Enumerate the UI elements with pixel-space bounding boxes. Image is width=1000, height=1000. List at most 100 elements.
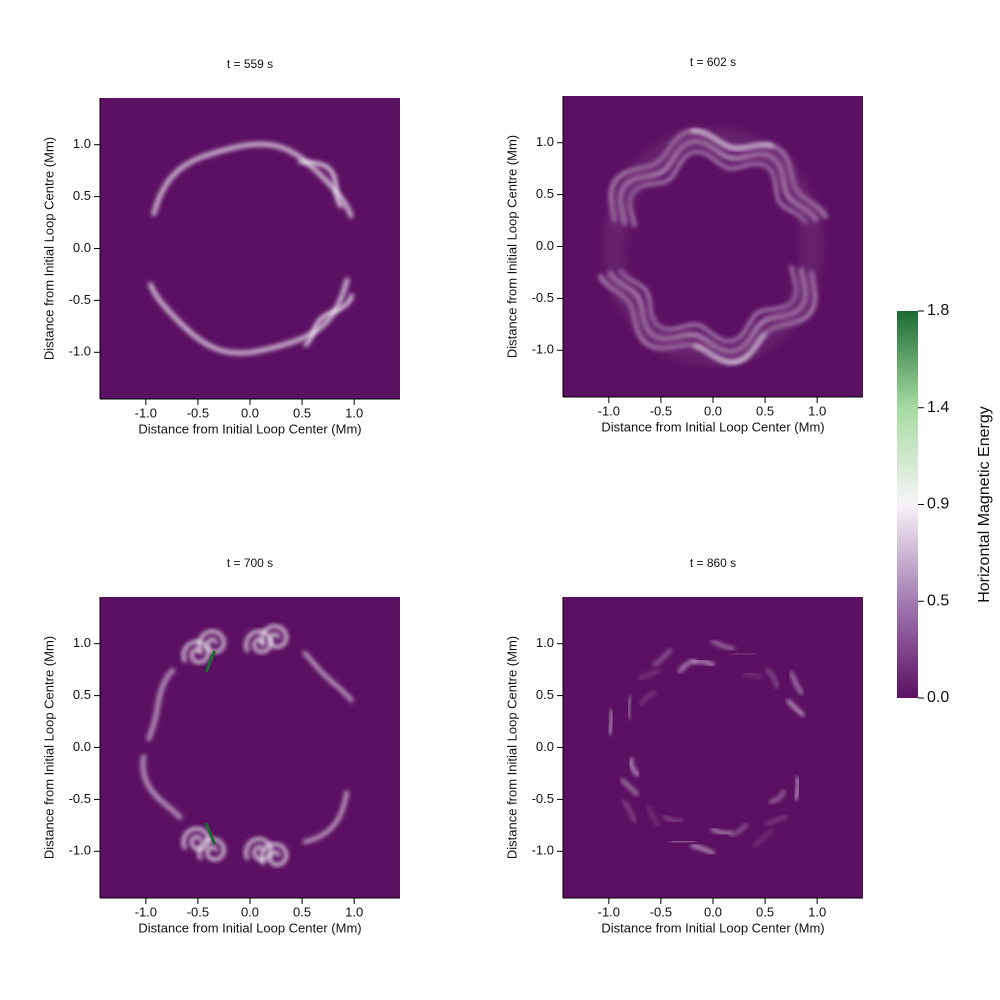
field-filament bbox=[729, 822, 748, 837]
field-filament bbox=[637, 668, 661, 681]
x-tick-label: -0.5 bbox=[650, 403, 672, 418]
y-tick-label: 1.0 bbox=[73, 136, 91, 151]
y-axis-label: Distance from Initial Loop Centre (Mm) bbox=[504, 135, 519, 358]
plot-area bbox=[100, 98, 400, 399]
field bbox=[140, 624, 354, 867]
chart-title: t = 860 s bbox=[690, 556, 736, 570]
x-axis-label: Distance from Initial Loop Center (Mm) bbox=[601, 920, 824, 935]
x-tick-label: 1.0 bbox=[808, 403, 826, 418]
field-filament bbox=[303, 293, 354, 347]
x-tick-label: -1.0 bbox=[135, 405, 157, 420]
y-axis-label: Distance from Initial Loop Centre (Mm) bbox=[41, 636, 56, 859]
field-filament bbox=[789, 671, 804, 695]
y-tick-label: -1.0 bbox=[532, 843, 554, 858]
field-peak bbox=[204, 822, 216, 845]
field-filament bbox=[620, 778, 639, 796]
field-filament bbox=[693, 659, 715, 667]
field-filament bbox=[753, 829, 774, 848]
field bbox=[147, 141, 354, 356]
field-filament bbox=[607, 709, 614, 735]
field-filament bbox=[302, 790, 349, 844]
field-filament bbox=[690, 844, 715, 855]
y-tick-label: -0.5 bbox=[69, 791, 91, 806]
field-filament bbox=[711, 827, 733, 835]
field-vortex bbox=[259, 842, 289, 867]
x-tick-label: -0.5 bbox=[650, 904, 672, 919]
field-filament bbox=[730, 652, 755, 656]
field-filament bbox=[786, 699, 805, 717]
colorbar bbox=[897, 311, 918, 698]
y-tick-label: 1.0 bbox=[73, 635, 91, 650]
x-tick-label: 1.0 bbox=[808, 904, 826, 919]
field-filament bbox=[151, 141, 354, 219]
chart-title: t = 559 s bbox=[227, 57, 273, 71]
y-tick-label: -0.5 bbox=[532, 290, 554, 305]
field-filament bbox=[298, 159, 343, 209]
x-tick-label: 0.5 bbox=[756, 904, 774, 919]
y-tick-label: 0.5 bbox=[536, 186, 554, 201]
y-tick-label: -1.0 bbox=[532, 342, 554, 357]
x-axis-label: Distance from Initial Loop Center (Mm) bbox=[601, 419, 824, 434]
x-tick-label: 0.5 bbox=[756, 403, 774, 418]
field bbox=[607, 639, 805, 855]
field-filament bbox=[146, 667, 176, 742]
field-halo bbox=[603, 127, 823, 366]
field-peak bbox=[204, 650, 216, 673]
field-filament bbox=[710, 639, 735, 651]
x-tick-label: 0.0 bbox=[704, 403, 722, 418]
field-filament bbox=[140, 754, 183, 820]
y-tick-label: 0.0 bbox=[73, 240, 91, 255]
x-tick-label: -1.0 bbox=[598, 403, 620, 418]
field-vortex bbox=[181, 640, 210, 665]
x-tick-label: 0.5 bbox=[293, 904, 311, 919]
field-filament bbox=[640, 691, 657, 706]
field-filament bbox=[629, 757, 640, 777]
field-filament bbox=[793, 776, 800, 801]
x-tick-label: 0.0 bbox=[241, 904, 259, 919]
y-tick-label: -0.5 bbox=[69, 292, 91, 307]
y-tick-label: 0.0 bbox=[73, 739, 91, 754]
field-filament bbox=[662, 814, 683, 823]
field-filament bbox=[647, 805, 661, 826]
x-tick-label: 1.0 bbox=[345, 405, 363, 420]
field-filament bbox=[622, 800, 636, 823]
field-filament bbox=[742, 672, 763, 681]
field-vortex bbox=[197, 837, 226, 862]
x-axis-label: Distance from Initial Loop Center (Mm) bbox=[138, 421, 361, 436]
colorbar-label: Horizontal Magnetic Energy bbox=[976, 406, 993, 603]
x-tick-label: -0.5 bbox=[187, 904, 209, 919]
field-filament bbox=[147, 277, 350, 356]
x-tick-label: -1.0 bbox=[135, 904, 157, 919]
x-axis-label: Distance from Initial Loop Center (Mm) bbox=[138, 920, 361, 935]
chart-title: t = 602 s bbox=[690, 55, 736, 69]
x-tick-label: 0.0 bbox=[704, 904, 722, 919]
chart-title: t = 700 s bbox=[227, 556, 273, 570]
field-filament bbox=[627, 695, 633, 719]
x-tick-label: 1.0 bbox=[345, 904, 363, 919]
y-tick-label: 0.0 bbox=[536, 739, 554, 754]
y-tick-label: -1.0 bbox=[69, 344, 91, 359]
plot-area bbox=[563, 597, 863, 898]
y-tick-label: -1.0 bbox=[69, 843, 91, 858]
colorbar-tick-label: 1.8 bbox=[927, 302, 949, 319]
field-vortex bbox=[259, 624, 289, 649]
field-vortex bbox=[197, 629, 226, 654]
field-filament bbox=[302, 651, 354, 703]
field-filament bbox=[765, 814, 788, 827]
x-tick-label: 0.5 bbox=[293, 405, 311, 420]
x-tick-label: 0.0 bbox=[241, 405, 259, 420]
y-axis-label: Distance from Initial Loop Centre (Mm) bbox=[41, 137, 56, 360]
y-axis-label: Distance from Initial Loop Centre (Mm) bbox=[504, 636, 519, 859]
field-filament bbox=[765, 668, 779, 689]
colorbar-tick-label: 0.0 bbox=[927, 689, 949, 706]
y-tick-label: -0.5 bbox=[532, 791, 554, 806]
x-tick-label: -0.5 bbox=[187, 405, 209, 420]
plot-area bbox=[100, 597, 400, 898]
colorbar-tick-label: 0.5 bbox=[927, 592, 949, 609]
y-tick-label: 0.5 bbox=[73, 188, 91, 203]
colorbar-tick-label: 1.4 bbox=[927, 399, 949, 416]
field-filament bbox=[769, 789, 786, 804]
y-tick-label: 1.0 bbox=[536, 134, 554, 149]
y-tick-label: 1.0 bbox=[536, 635, 554, 650]
